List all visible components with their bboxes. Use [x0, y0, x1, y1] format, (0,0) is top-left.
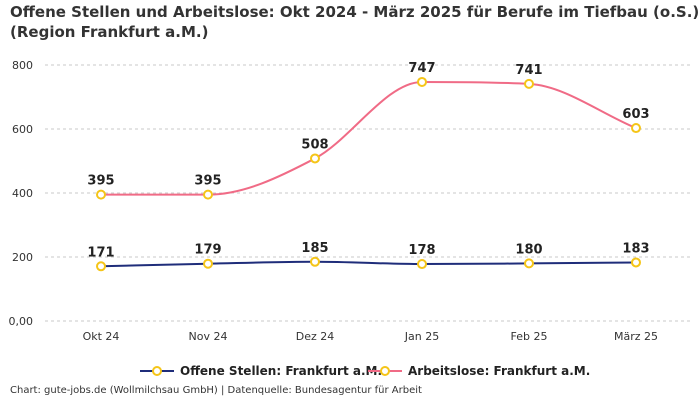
data-label: 178	[408, 243, 435, 258]
y-tick-label: 600	[12, 123, 33, 136]
legend-label: Offene Stellen: Frankfurt a.M.	[180, 364, 382, 378]
y-tick-label: 200	[12, 251, 33, 264]
legend-swatch-marker	[380, 366, 390, 376]
data-point	[417, 76, 427, 87]
y-tick-label: 400	[12, 187, 33, 200]
data-label: 395	[87, 174, 114, 189]
chart-title: Offene Stellen und Arbeitslose: Okt 2024…	[10, 3, 700, 41]
x-tick-label: Jan 25	[404, 330, 439, 343]
data-point	[96, 189, 106, 200]
grid-lines	[45, 64, 690, 322]
data-label: 508	[301, 137, 328, 152]
x-tick-label: Nov 24	[189, 330, 228, 343]
data-label: 183	[622, 241, 649, 256]
series-line-0	[100, 260, 637, 268]
series-lines	[100, 80, 637, 268]
series-markers	[96, 76, 641, 272]
data-label: 603	[622, 107, 649, 122]
legend-swatch-marker	[152, 366, 162, 376]
data-point	[310, 256, 320, 267]
data-label: 180	[515, 242, 542, 257]
data-label: 171	[87, 245, 114, 260]
data-label: 395	[194, 174, 221, 189]
y-axis: 0,00 200 400 600 800	[9, 59, 34, 328]
x-tick-label: März 25	[614, 330, 658, 343]
y-tick-label: 800	[12, 59, 33, 72]
data-label: 747	[408, 61, 435, 76]
data-label: 741	[515, 63, 542, 78]
data-point	[96, 261, 106, 272]
series-line-1	[100, 80, 637, 196]
x-axis: Okt 24 Nov 24 Dez 24 Jan 25 Feb 25 März 25	[83, 330, 658, 343]
chart-credit: Chart: gute-jobs.de (Wollmilchsau GmbH) …	[10, 385, 422, 396]
data-point	[417, 259, 427, 270]
data-point	[203, 258, 213, 269]
legend: Offene Stellen: Frankfurt a.M. Arbeitslos…	[140, 364, 590, 378]
data-point	[631, 123, 641, 134]
legend-label: Arbeitslose: Frankfurt a.M.	[408, 364, 590, 378]
data-label: 179	[194, 243, 221, 258]
data-point	[310, 153, 320, 164]
y-tick-label: 0,00	[9, 315, 34, 328]
data-point	[631, 257, 641, 268]
x-tick-label: Feb 25	[511, 330, 548, 343]
data-point	[524, 78, 534, 89]
data-point	[524, 258, 534, 269]
data-labels: 171 179 185 178 180 183 395 395 508 747 741 603	[87, 61, 649, 260]
data-point	[203, 189, 213, 200]
x-tick-label: Dez 24	[296, 330, 335, 343]
x-tick-label: Okt 24	[83, 330, 120, 343]
data-label: 185	[301, 241, 328, 256]
